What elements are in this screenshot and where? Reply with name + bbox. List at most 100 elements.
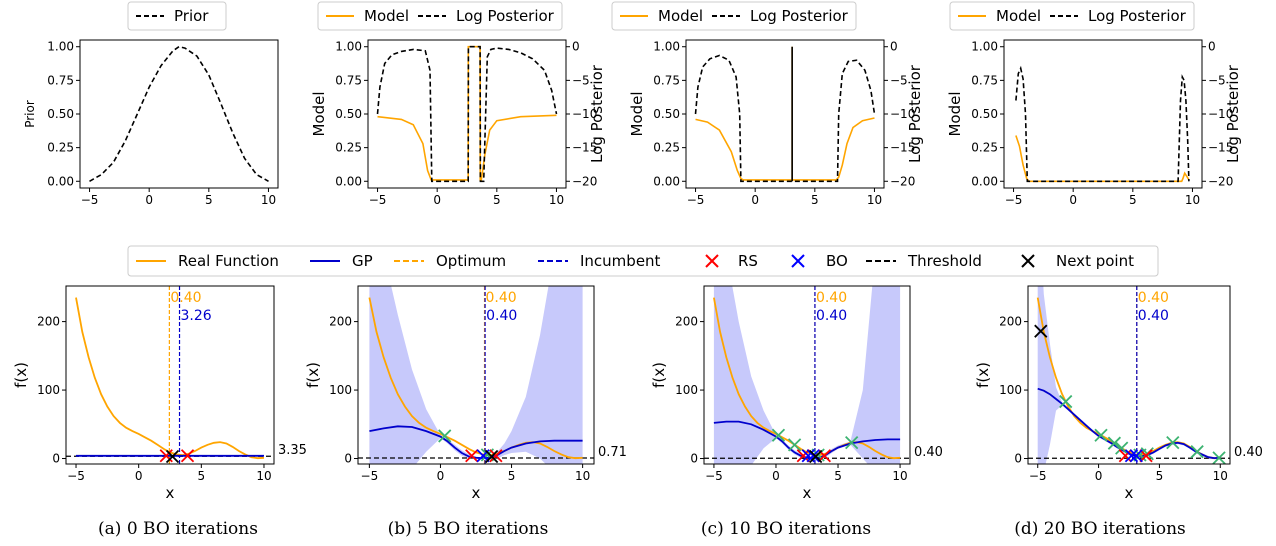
axes-frame-a-bottom xyxy=(65,285,275,465)
real-function-line xyxy=(75,297,265,460)
x-tick-label: −5 xyxy=(369,193,387,207)
legend-posterior-label: Log Posterior xyxy=(456,7,555,25)
rs-marker-b xyxy=(817,449,832,463)
rs-marker-b xyxy=(159,449,173,463)
rs-marker-b xyxy=(1118,449,1132,463)
y-tick-label: 0 xyxy=(1014,452,1022,466)
x-tick-label: 5 xyxy=(811,193,819,207)
y2-axis-label: Log Posterior xyxy=(588,64,606,163)
observation-marker xyxy=(1107,436,1122,450)
incumbent-label: 0.40 xyxy=(1138,308,1169,324)
y2-tick-label: 0 xyxy=(890,40,898,54)
rs-marker xyxy=(1139,449,1153,463)
bo-marker xyxy=(1124,449,1139,463)
x-axis-label: x xyxy=(472,484,481,502)
x-tick-label: 5 xyxy=(1156,469,1164,483)
bo-marker-b xyxy=(806,449,820,463)
legend-optimum-label: Optimum xyxy=(436,252,506,270)
caption-d: (d) 20 BO iterations xyxy=(1014,519,1186,539)
bo-marker xyxy=(1129,449,1143,463)
x-tick-label: 5 xyxy=(198,469,206,483)
axes-frame-d-bottom xyxy=(1027,285,1231,465)
y-tick-label: 1.00 xyxy=(335,40,362,54)
next-point-marker xyxy=(485,449,499,464)
bo-marker-b xyxy=(1129,449,1143,463)
y2-tick-label: 0 xyxy=(572,40,580,54)
y-tick-label: 0.50 xyxy=(971,107,998,121)
observation-marker-b xyxy=(787,438,802,452)
y-tick-label: 0 xyxy=(690,452,698,466)
series-model-line xyxy=(1015,135,1190,183)
x-tick-label: −5 xyxy=(705,469,723,483)
y-tick-label: 100 xyxy=(675,383,698,397)
observation-marker-b xyxy=(771,428,786,442)
y2-tick-label: −10 xyxy=(572,107,597,121)
x-tick-label: −5 xyxy=(361,469,379,483)
y-tick-label: 0.50 xyxy=(653,107,680,121)
observation-marker xyxy=(845,436,859,450)
y-tick-label: 200 xyxy=(675,315,698,329)
legend-bo-label: BO xyxy=(826,252,848,270)
rs-marker xyxy=(489,449,503,463)
axes-frame-c-bottom xyxy=(703,285,911,465)
y2-tick-label: −15 xyxy=(1208,141,1233,155)
caption-c: (c) 10 BO iterations xyxy=(701,519,871,539)
legend-prior: Prior xyxy=(127,1,227,31)
x-tick-label: −5 xyxy=(81,193,99,207)
axes-frame-c-top xyxy=(685,39,885,189)
x-tick-label: 5 xyxy=(834,469,842,483)
x-tick-label: 10 xyxy=(575,469,590,483)
y2-tick-label: −15 xyxy=(890,141,915,155)
x-tick-label: 5 xyxy=(493,193,501,207)
x-tick-label: 10 xyxy=(261,193,276,207)
bo-marker-b xyxy=(1124,449,1139,463)
y-axis-label: Model xyxy=(310,91,328,136)
y2-tick-label: 0 xyxy=(1208,40,1216,54)
next-point-marker-b xyxy=(485,449,499,464)
series-log-posterior-line xyxy=(694,54,876,183)
y-tick-label: 100 xyxy=(37,383,60,397)
y-tick-label: 100 xyxy=(999,383,1022,397)
legend-model-label: Model xyxy=(658,7,703,25)
threshold-label: 0.40 xyxy=(1234,445,1263,460)
axes-frame-d-top xyxy=(1003,39,1203,189)
rs-marker-b xyxy=(489,449,503,463)
x-tick-label: 10 xyxy=(892,469,907,483)
y2-tick-label: −10 xyxy=(1208,107,1233,121)
caption-a: (a) 0 BO iterations xyxy=(98,519,258,539)
y2-tick-label: −20 xyxy=(1208,174,1233,188)
caption-b: (b) 5 BO iterations xyxy=(388,519,549,539)
y2-tick-label: −10 xyxy=(890,107,915,121)
y-tick-label: 0.50 xyxy=(47,107,74,121)
observation-marker xyxy=(1094,428,1108,442)
y-tick-label: 0 xyxy=(52,452,60,466)
rs-marker xyxy=(465,449,479,463)
y2-tick-label: −5 xyxy=(890,73,908,87)
bo-marker xyxy=(806,449,820,463)
observation-marker xyxy=(787,438,802,452)
observation-marker xyxy=(1190,445,1204,459)
next-point-marker-b xyxy=(1034,324,1048,338)
rs-marker-b xyxy=(796,449,810,463)
y-tick-label: 0.25 xyxy=(335,141,362,155)
legend-gp-label: GP xyxy=(352,252,373,270)
observation-marker-b xyxy=(1059,394,1073,409)
observation-marker xyxy=(1115,441,1129,455)
x-tick-label: −5 xyxy=(1005,193,1023,207)
legend-rs-marker xyxy=(705,254,719,268)
next-point-marker xyxy=(165,449,180,464)
y2-tick-label: −5 xyxy=(572,73,590,87)
incumbent-label: 3.26 xyxy=(181,308,212,324)
y2-tick-label: −20 xyxy=(890,174,915,188)
observation-marker-b xyxy=(1115,441,1129,455)
rs-marker-b xyxy=(180,449,195,463)
series-log-posterior-line xyxy=(1015,65,1190,183)
observation-marker xyxy=(1212,451,1226,465)
y-tick-label: 0.00 xyxy=(653,174,680,188)
legend-model-label: Model xyxy=(996,7,1041,25)
observation-marker-b xyxy=(1190,445,1204,459)
legend-threshold-label: Threshold xyxy=(907,252,982,270)
legend-model-label: Model xyxy=(364,7,409,25)
series-prior-line xyxy=(89,45,269,182)
gp-confidence-band xyxy=(713,286,901,464)
